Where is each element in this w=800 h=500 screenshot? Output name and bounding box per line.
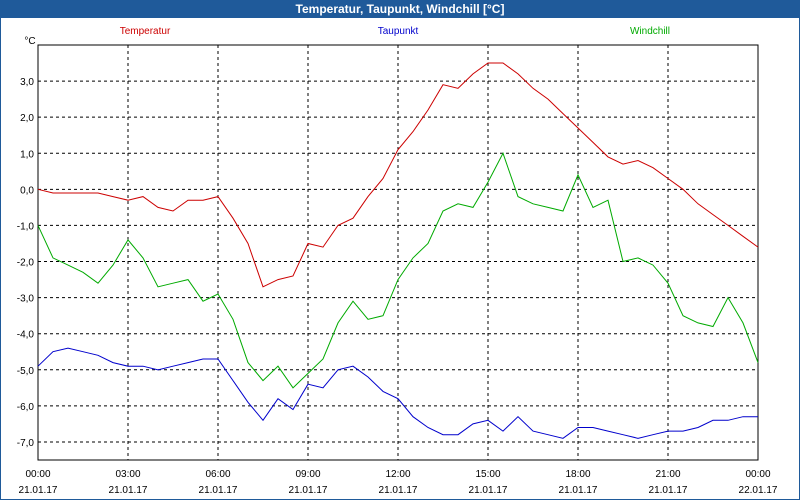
y-axis-unit: °C [24,36,35,47]
window-title: Temperatur, Taupunkt, Windchill [°C] [0,0,800,18]
x-tick-time: 06:00 [205,469,230,480]
y-tick-label: 3,0 [20,77,34,88]
x-tick-date: 21.01.17 [289,485,328,496]
x-tick-time: 12:00 [385,469,410,480]
x-tick-date: 21.01.17 [19,485,58,496]
x-tick-time: 15:00 [475,469,500,480]
x-tick-date: 22.01.17 [739,485,778,496]
series-line-taupunkt [37,347,758,439]
x-tick-time: 00:00 [745,469,770,480]
x-tick-time: 03:00 [115,469,140,480]
y-tick-label: 1,0 [20,149,34,160]
x-tick-time: 09:00 [295,469,320,480]
x-tick-date: 21.01.17 [109,485,148,496]
series-layer [37,62,759,439]
y-tick-label: -4,0 [17,330,35,341]
x-tick-time: 21:00 [655,469,680,480]
y-tick-label: 2,0 [20,113,34,124]
series-line-windchill [37,152,759,389]
y-tick-label: -5,0 [17,366,35,377]
y-tick-label: 0,0 [20,185,34,196]
y-tick-label: -7,0 [17,438,35,449]
y-tick-label: -1,0 [17,221,35,232]
grid [38,45,758,460]
y-tick-label: -6,0 [17,402,35,413]
legend-windchill: Windchill [630,26,670,37]
legend-taupunkt: Taupunkt [378,26,419,37]
axis-labels: 3,0 2,0 1,0 0,0 -1,0 -2,0 -3,0 -4,0 -5,0 -6,0 -7,0… [17,77,778,496]
x-tick-time: 18:00 [565,469,590,480]
y-tick-label: -2,0 [17,258,35,269]
y-tick-label: -3,0 [17,294,35,305]
x-tick-date: 21.01.17 [469,485,508,496]
x-tick-date: 21.01.17 [559,485,598,496]
legend-temperatur: Temperatur [120,26,171,37]
x-tick-date: 21.01.17 [199,485,238,496]
x-tick-time: 00:00 [25,469,50,480]
x-tick-date: 21.01.17 [379,485,418,496]
plot-border [37,44,759,461]
x-tick-date: 21.01.17 [649,485,688,496]
series-line-temperatur [37,62,759,288]
